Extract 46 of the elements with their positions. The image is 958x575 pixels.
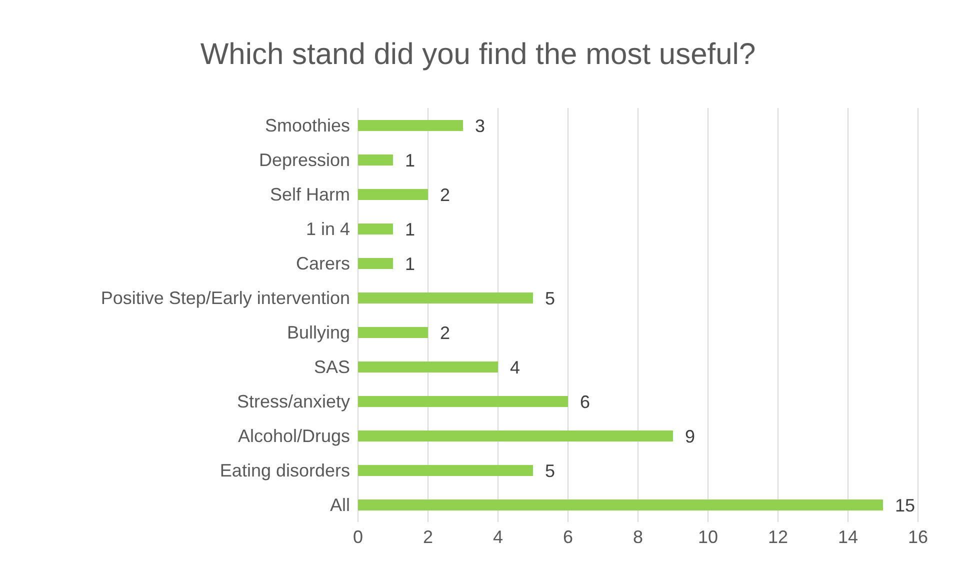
bar (358, 154, 393, 166)
y-tick-label: Self Harm (270, 184, 350, 205)
data-label: 4 (510, 357, 520, 378)
y-tick-label: Eating disorders (220, 460, 350, 481)
chart-title: Which stand did you find the most useful? (199, 38, 757, 72)
bar (358, 500, 883, 510)
y-tick-label: Bullying (286, 322, 350, 343)
y-tick-label: Alcohol/Drugs (238, 426, 350, 446)
x-tick-label: 14 (838, 526, 858, 547)
bar (358, 189, 428, 200)
bar (358, 465, 533, 476)
y-tick-label: 1 in 4 (306, 219, 350, 240)
y-tick-label: SAS (314, 357, 350, 378)
bar (358, 258, 393, 269)
data-label: 5 (545, 288, 556, 308)
x-tick-label: 16 (908, 526, 928, 547)
y-tick-label: Carers (296, 254, 350, 274)
data-label: 5 (545, 460, 556, 481)
data-label: 2 (440, 322, 450, 343)
data-label: 1 (405, 150, 416, 170)
data-label: 15 (895, 495, 916, 516)
data-label: 1 (405, 219, 416, 240)
bar (358, 224, 393, 234)
y-tick-label: Depression (258, 150, 350, 170)
bar (358, 327, 428, 338)
y-tick-label: Positive Step/Early intervention (100, 288, 350, 308)
bar (358, 430, 673, 442)
x-tick-label: 8 (632, 526, 644, 547)
y-tick-label: All (330, 495, 350, 516)
data-label: 3 (475, 116, 486, 136)
bar (358, 120, 463, 131)
bar (358, 362, 498, 372)
x-tick-label: 4 (492, 526, 504, 547)
bar (358, 292, 533, 304)
x-tick-label: 6 (562, 526, 574, 547)
x-tick-label: 2 (422, 526, 434, 547)
data-label: 6 (580, 392, 590, 412)
data-label: 1 (405, 254, 416, 274)
x-tick-label: 12 (768, 526, 788, 547)
data-label: 9 (685, 426, 696, 446)
data-label: 2 (440, 184, 450, 205)
x-tick-label: 0 (352, 526, 364, 547)
x-tick-label: 10 (698, 526, 718, 547)
bar (358, 396, 568, 407)
y-tick-label: Stress/anxiety (236, 392, 350, 412)
y-tick-label: Smoothies (264, 116, 350, 136)
